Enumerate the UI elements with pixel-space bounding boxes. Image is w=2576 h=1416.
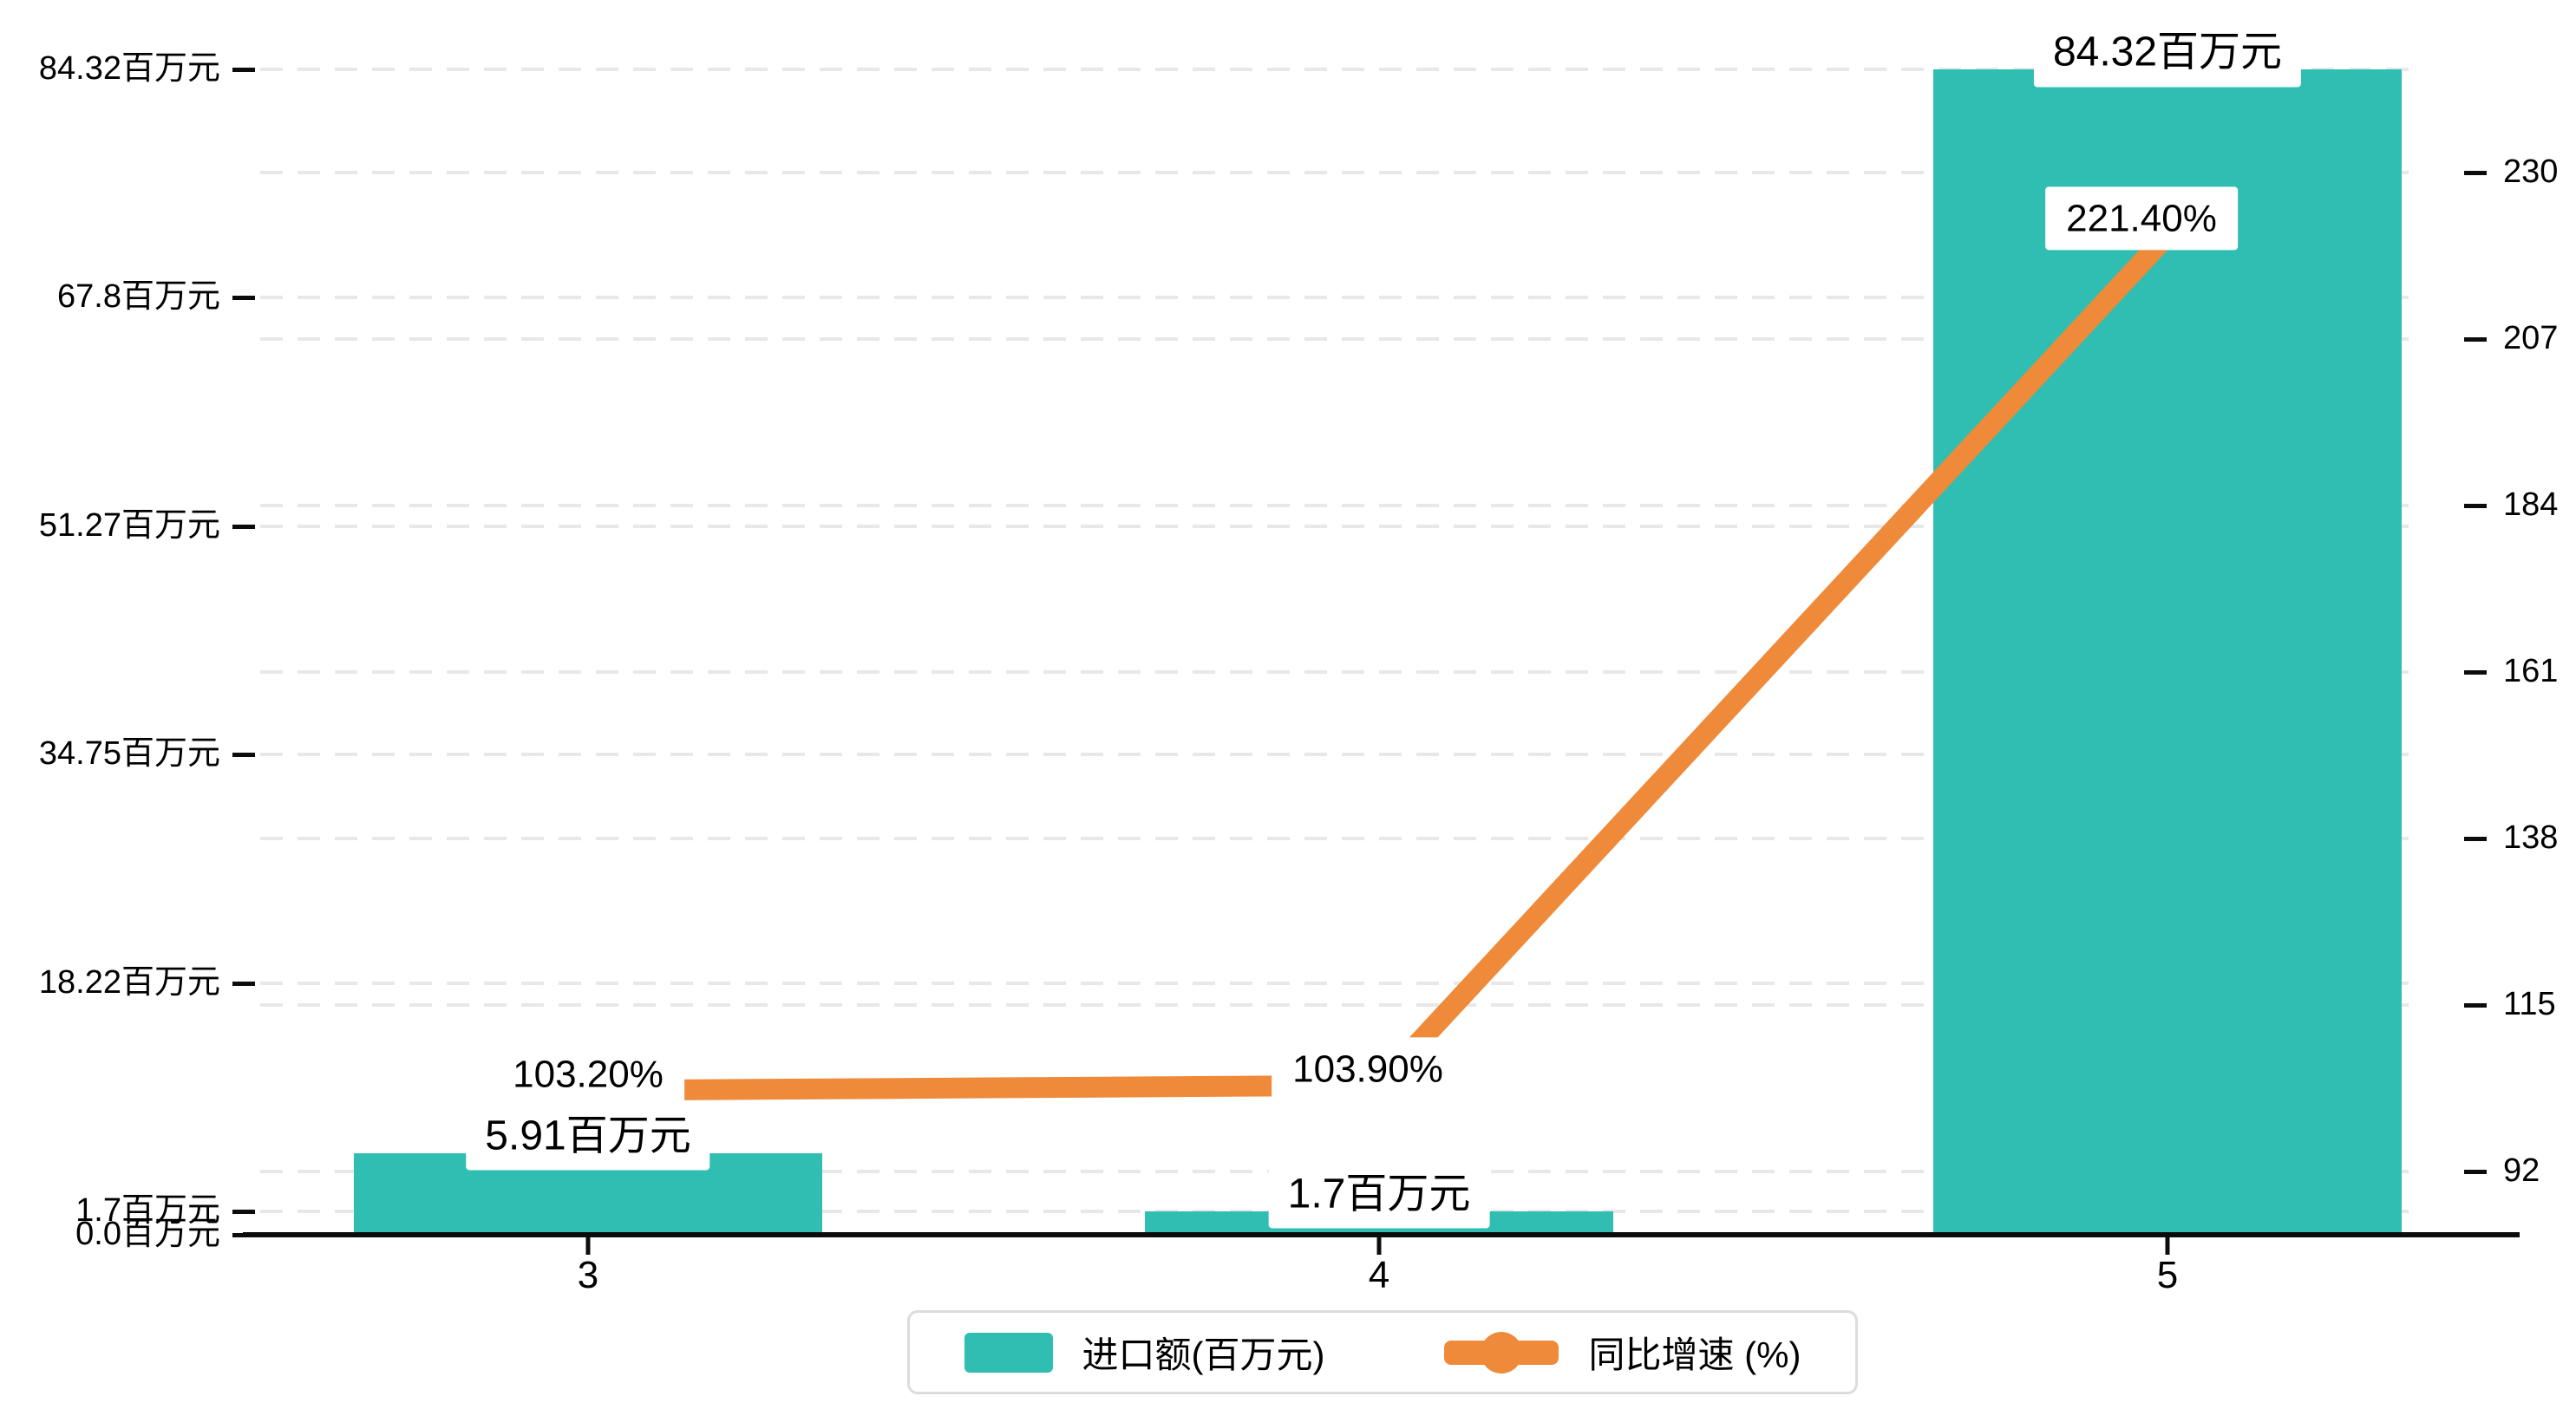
x-axis-tick-mark xyxy=(585,1237,591,1255)
right-axis-tick-label: 207 xyxy=(2503,320,2559,357)
grid-line-left xyxy=(260,68,2420,71)
left-axis-tick-label: 1.7百万元 xyxy=(75,1191,220,1229)
right-axis-tick-mark xyxy=(2464,670,2487,675)
bar-value-label: 5.91百万元 xyxy=(466,1102,710,1171)
x-axis-line xyxy=(243,1232,2520,1237)
left-axis-tick-label: 51.27百万元 xyxy=(38,506,220,544)
x-axis-tick-mark xyxy=(1376,1237,1382,1255)
x-axis-tick-mark xyxy=(2165,1237,2170,1255)
line-value-label: 221.40% xyxy=(2045,186,2238,251)
legend: 进口额(百万元) 同比增速 (%) xyxy=(907,1310,1858,1394)
right-axis-tick-mark xyxy=(2464,171,2487,175)
grid-line-right xyxy=(260,1003,2420,1007)
growth-rate-line xyxy=(587,227,2175,1101)
right-axis-tick-mark xyxy=(2464,504,2487,508)
right-axis-tick-mark xyxy=(2464,1170,2487,1174)
bar-value-label: 84.32百万元 xyxy=(2033,18,2302,87)
grid-line-right xyxy=(260,337,2420,341)
x-axis-label: 5 xyxy=(2156,1254,2179,1296)
x-axis-label: 3 xyxy=(577,1254,599,1296)
legend-bar-label[interactable]: 进口额(百万元) xyxy=(1082,1334,1325,1375)
line-value-label: 103.90% xyxy=(1272,1036,1464,1101)
grid-line-left xyxy=(260,524,2420,528)
right-axis-tick-mark xyxy=(2464,1003,2487,1008)
grid-line-left xyxy=(260,981,2420,985)
left-axis-tick-mark xyxy=(232,1233,255,1237)
left-axis-tick-mark xyxy=(232,753,255,758)
right-axis-tick-label: 138 xyxy=(2503,819,2559,857)
left-axis-tick-mark xyxy=(232,524,255,529)
bar-value-label: 1.7百万元 xyxy=(1268,1160,1490,1229)
grid-line-right xyxy=(260,504,2420,507)
grid-line-right xyxy=(260,171,2420,174)
grid-line-right xyxy=(260,837,2420,840)
line-value-label: 103.20% xyxy=(492,1041,684,1106)
left-axis-tick-label: 34.75百万元 xyxy=(38,735,220,773)
left-axis-tick-label: 0.0百万元 xyxy=(75,1216,220,1253)
import-amount-bar xyxy=(1933,69,2402,1235)
right-axis-tick-label: 161 xyxy=(2503,653,2559,690)
right-axis-tick-label: 230 xyxy=(2503,153,2559,191)
grid-line-right xyxy=(260,670,2420,674)
left-axis-tick-mark xyxy=(232,1209,255,1214)
left-axis-tick-label: 18.22百万元 xyxy=(38,963,220,1001)
left-axis-tick-label: 67.8百万元 xyxy=(57,278,220,316)
grid-line-left xyxy=(260,296,2420,300)
left-axis-tick-mark xyxy=(232,68,255,72)
left-axis-tick-mark xyxy=(232,296,255,301)
legend-line-label[interactable]: 同比增速 (%) xyxy=(1588,1334,1801,1375)
right-axis-tick-label: 92 xyxy=(2503,1152,2540,1190)
right-axis-tick-label: 184 xyxy=(2503,486,2559,524)
legend-line-dot-icon[interactable] xyxy=(1444,1331,1559,1374)
grid-line-left xyxy=(260,753,2420,757)
right-axis-tick-mark xyxy=(2464,837,2487,841)
left-axis-tick-mark xyxy=(232,981,255,986)
left-axis-tick-label: 84.32百万元 xyxy=(38,50,220,88)
legend-bar-swatch-icon[interactable] xyxy=(964,1332,1053,1373)
right-axis-tick-label: 115 xyxy=(2503,986,2556,1023)
x-axis-label: 4 xyxy=(1368,1254,1390,1296)
right-axis-tick-mark xyxy=(2464,337,2487,342)
